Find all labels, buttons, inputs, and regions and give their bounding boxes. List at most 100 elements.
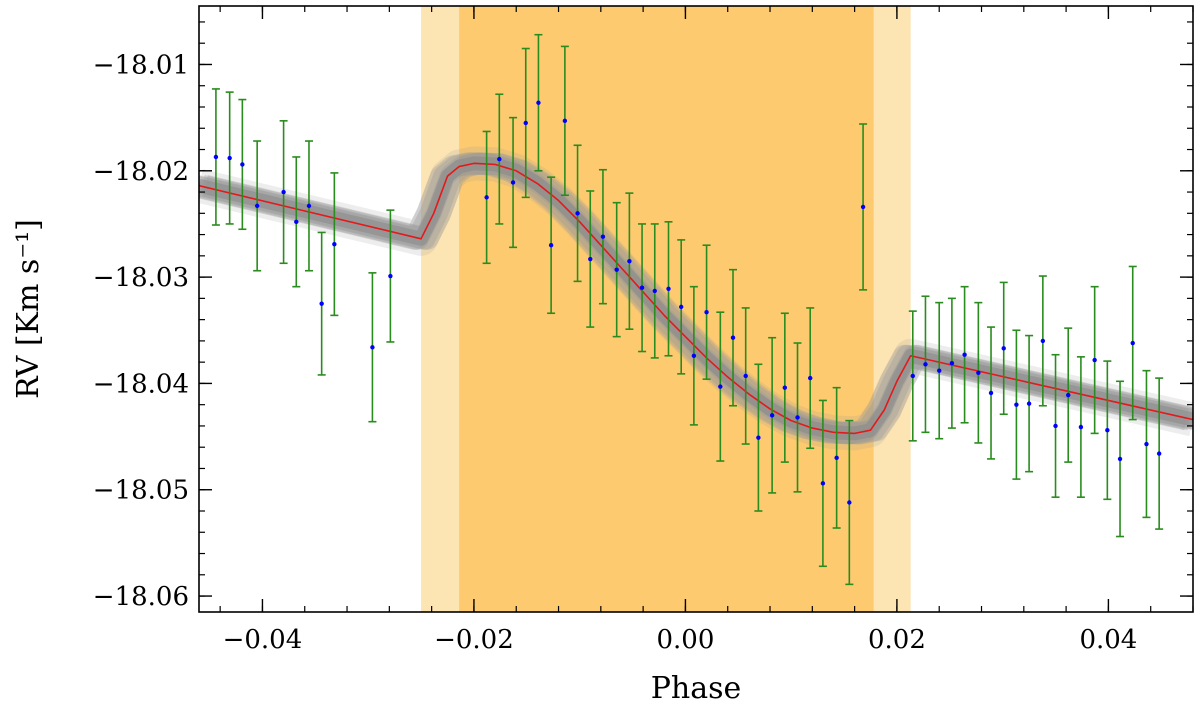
data-point-30: [729, 268, 738, 407]
data-point-18: [573, 144, 582, 283]
data-point-25: [664, 221, 673, 357]
data-marker: [254, 203, 260, 209]
y-axis-ticks: −18.01 −18.02 −18.03 −18.04 −18.05 −18.06: [93, 21, 1193, 612]
data-point-54: [1076, 356, 1085, 498]
data-point-22: [625, 192, 634, 331]
data-marker: [575, 211, 580, 216]
data-point-24: [650, 223, 659, 359]
data-marker: [1144, 441, 1149, 447]
x-axis-label: Phase: [651, 671, 742, 706]
data-marker: [1117, 456, 1123, 462]
data-point-14: [521, 47, 530, 199]
plot-frame: [198, 5, 1194, 613]
data-marker: [332, 241, 337, 247]
y-axis-label: RV [Km s⁻¹]: [11, 219, 46, 399]
data-point-41: [908, 310, 917, 442]
data-point-39: [845, 419, 854, 586]
data-marker: [1105, 428, 1110, 433]
data-marker: [847, 500, 852, 505]
data-point-6: [304, 140, 313, 272]
data-point-12: [495, 93, 504, 225]
data-point-9: [368, 272, 377, 423]
x-tick-label: 0.02: [868, 625, 926, 655]
data-marker: [1078, 424, 1084, 430]
data-marker: [388, 273, 393, 279]
data-marker: [319, 301, 324, 306]
data-marker: [691, 353, 697, 358]
data-marker: [548, 243, 554, 248]
data-marker: [227, 155, 232, 161]
data-point-19: [586, 190, 595, 328]
data-marker: [820, 481, 826, 486]
data-marker: [678, 304, 684, 310]
data-marker: [962, 352, 967, 357]
data-marker: [614, 267, 619, 272]
data-point-59: [1142, 369, 1151, 519]
data-point-45: [960, 285, 969, 424]
x-tick-label: 0.04: [1079, 625, 1137, 655]
data-point-5: [292, 156, 301, 288]
data-marker: [1040, 338, 1046, 344]
data-point-35: [793, 342, 802, 493]
data-marker: [743, 373, 748, 379]
data-marker: [1130, 340, 1135, 346]
data-marker: [860, 204, 866, 210]
data-marker: [937, 368, 942, 373]
data-point-46: [974, 301, 983, 444]
data-point-42: [921, 295, 930, 434]
data-point-10: [386, 209, 395, 343]
data-point-13: [509, 116, 518, 249]
x-tick-label: −0.02: [434, 625, 514, 655]
data-points: [211, 33, 1164, 586]
data-marker: [704, 309, 709, 315]
data-marker: [795, 415, 800, 420]
data-marker: [627, 258, 632, 264]
data-point-51: [1038, 275, 1047, 407]
data-marker: [306, 203, 312, 209]
data-point-0: [211, 88, 220, 226]
y-tick-label: −18.06: [93, 582, 189, 612]
data-point-36: [806, 307, 815, 450]
data-marker: [808, 375, 813, 381]
data-marker: [523, 120, 528, 126]
data-marker: [281, 189, 286, 195]
data-marker: [756, 435, 761, 440]
data-point-34: [780, 312, 789, 463]
data-marker: [1026, 401, 1032, 406]
y-tick-label: −18.02: [93, 157, 189, 187]
y-tick-label: −18.01: [93, 50, 189, 80]
data-marker: [769, 413, 775, 418]
data-point-8: [330, 172, 339, 317]
data-marker: [910, 373, 915, 379]
data-point-7: [317, 231, 326, 376]
data-point-27: [689, 285, 698, 426]
data-marker: [1066, 392, 1071, 398]
data-marker: [1092, 357, 1097, 363]
x-axis-ticks: −0.04 −0.02 0.00 0.02 0.04: [219, 6, 1194, 655]
data-marker: [666, 286, 671, 291]
data-point-3: [253, 140, 262, 272]
data-marker: [588, 256, 593, 262]
data-point-55: [1090, 285, 1099, 435]
data-marker: [294, 219, 299, 225]
data-marker: [1053, 423, 1058, 429]
data-marker: [213, 154, 219, 160]
data-marker: [600, 234, 606, 239]
data-point-21: [612, 201, 621, 338]
data-point-58: [1128, 265, 1137, 421]
data-point-44: [947, 297, 956, 429]
x-tick-label: 0.00: [656, 625, 714, 655]
model-curve: [199, 162, 1193, 435]
data-marker: [1014, 402, 1019, 407]
data-point-60: [1155, 377, 1164, 530]
x-tick-label: −0.04: [223, 625, 303, 655]
data-marker: [730, 335, 736, 340]
data-point-38: [832, 386, 841, 529]
data-point-40: [859, 123, 868, 291]
data-point-4: [279, 120, 288, 265]
y-tick-label: −18.03: [93, 263, 189, 293]
data-marker: [240, 162, 245, 167]
data-point-57: [1116, 380, 1125, 538]
data-point-23: [638, 223, 647, 353]
